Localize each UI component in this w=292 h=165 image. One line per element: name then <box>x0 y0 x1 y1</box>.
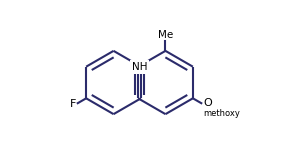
Text: NH: NH <box>132 62 147 72</box>
Text: Me: Me <box>158 30 173 39</box>
Text: O: O <box>203 98 212 108</box>
Text: methoxy: methoxy <box>203 109 240 118</box>
Text: F: F <box>70 99 76 109</box>
